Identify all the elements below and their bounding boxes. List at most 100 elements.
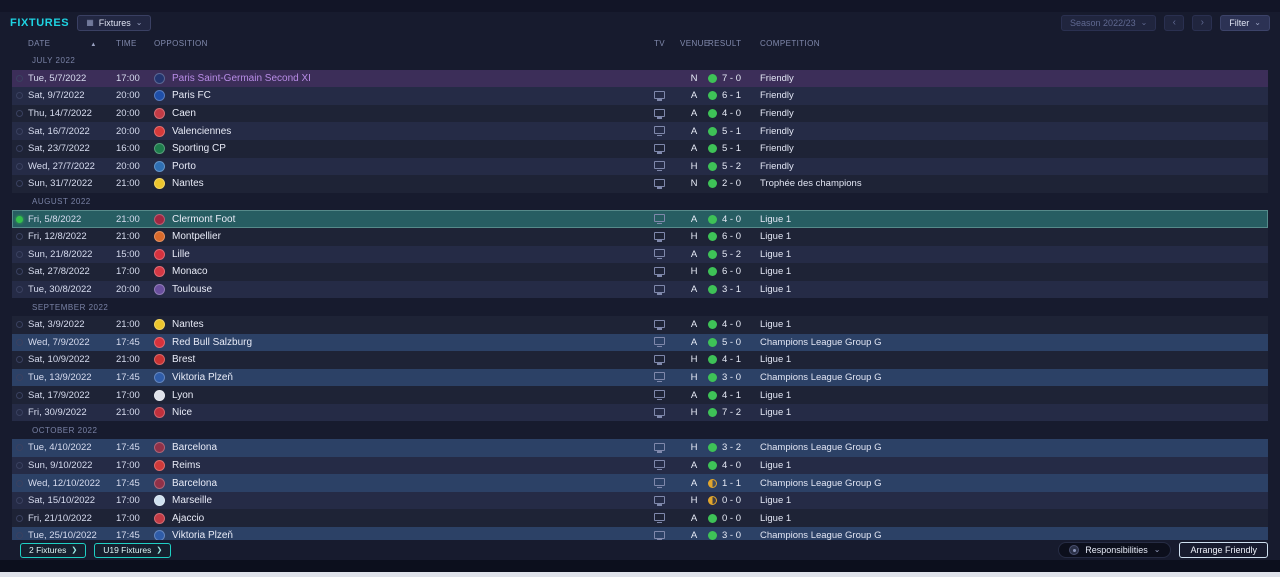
column-time[interactable]: TIME <box>116 38 137 48</box>
fixture-row[interactable]: Sat, 3/9/2022 21:00 Nantes A 4 - 0 Ligue 1 <box>12 315 1268 334</box>
fixture-row[interactable]: Fri, 12/8/2022 21:00 Montpellier H 6 - 0 Ligu… <box>12 227 1268 246</box>
opposition-name[interactable]: Viktoria Plzeň <box>172 371 233 383</box>
opposition-name[interactable]: Brest <box>172 354 196 366</box>
opposition-name[interactable]: Ajaccio <box>172 512 205 524</box>
opposition-name[interactable]: Valenciennes <box>172 125 232 137</box>
opposition-name[interactable]: Lyon <box>172 389 194 401</box>
opposition-name[interactable]: Montpellier <box>172 231 221 243</box>
fixture-row[interactable]: Thu, 14/7/2022 20:00 Caen A 4 - 0 Friendly <box>12 104 1268 123</box>
opposition-name[interactable]: Toulouse <box>172 284 213 296</box>
opposition-name[interactable]: Monaco <box>172 266 208 278</box>
tv-cell <box>654 495 680 506</box>
fixture-row[interactable]: Sat, 10/9/2022 21:00 Brest H 4 - 1 Ligue 1 <box>12 351 1268 369</box>
venue-value: N <box>690 72 698 84</box>
column-date[interactable]: DATE ▲ <box>28 38 97 48</box>
result-score: 5 - 2 <box>722 248 742 260</box>
fixture-row[interactable]: Tue, 25/10/2022 17:45 Viktoria Plzeň A 3 - 0… <box>12 527 1268 540</box>
opposition-name[interactable]: Marseille <box>172 495 213 507</box>
opposition-name[interactable]: Lille <box>172 248 190 260</box>
fixture-row[interactable]: Sun, 21/8/2022 15:00 Lille A 5 - 2 Ligue 1 <box>12 245 1268 264</box>
team-crest-icon <box>154 178 165 190</box>
fixture-row[interactable]: Wed, 7/9/2022 17:45 Red Bull Salzburg A 5 - … <box>12 333 1268 352</box>
opposition-name[interactable]: Nice <box>172 407 193 419</box>
opposition-name[interactable]: Sporting CP <box>172 143 226 155</box>
tab-2-fixtures[interactable]: 2 Fixtures ❯ <box>20 542 87 558</box>
fixture-row[interactable]: Wed, 27/7/2022 20:00 Porto H 5 - 2 Friendly <box>12 157 1268 176</box>
fixture-time: 21:00 <box>116 231 140 243</box>
fixture-row[interactable]: Sat, 23/7/2022 16:00 Sporting CP A 5 - 1 Frie… <box>12 139 1268 158</box>
fixture-row[interactable]: Sat, 17/9/2022 17:00 Lyon A 4 - 1 Ligue 1 <box>12 386 1268 404</box>
opposition-name[interactable]: Clermont Foot <box>172 213 236 225</box>
arrange-friendly-button[interactable]: Arrange Friendly <box>1179 542 1268 558</box>
column-opposition[interactable]: OPPOSITION <box>154 38 208 48</box>
competition-name: Friendly <box>760 72 794 84</box>
fixture-time: 16:00 <box>116 143 140 155</box>
fixture-row[interactable]: Sat, 27/8/2022 17:00 Monaco H 6 - 0 Ligue 1 <box>12 263 1268 281</box>
result-score: 0 - 0 <box>722 512 742 524</box>
fixture-row[interactable]: Sat, 16/7/2022 20:00 Valenciennes A 5 - 1 Fri… <box>12 122 1268 140</box>
opposition-name[interactable]: Porto <box>172 160 196 172</box>
result-cell <box>708 285 722 295</box>
opposition-name[interactable]: Paris Saint-Germain Second XI <box>172 72 311 84</box>
filter-button[interactable]: Filter ⌄ <box>1220 15 1270 31</box>
opposition-name[interactable]: Viktoria Plzeň <box>172 530 233 540</box>
column-venue[interactable]: VENUE <box>680 38 710 48</box>
month-header: JULY 2022 <box>12 52 1268 70</box>
chevron-right-icon: ❯ <box>71 547 78 554</box>
next-season-button[interactable]: › <box>1192 15 1213 31</box>
fixture-time: 17:45 <box>116 442 140 454</box>
opposition-name[interactable]: Paris FC <box>172 90 211 102</box>
sort-ascending-icon: ▲ <box>90 41 97 48</box>
result-cell <box>708 337 722 347</box>
column-tv[interactable]: TV <box>654 38 666 48</box>
tv-icon <box>654 249 665 260</box>
opposition-name[interactable]: Barcelona <box>172 477 218 489</box>
competition-name: Champions League Group G <box>760 477 882 489</box>
responsibilities-button[interactable]: Responsibilities ⌄ <box>1058 542 1172 558</box>
result-win-icon <box>708 355 717 365</box>
tv-icon <box>654 214 665 225</box>
opposition-name[interactable]: Caen <box>172 108 196 120</box>
fixture-row[interactable]: Tue, 5/7/2022 17:00 Paris Saint-Germain Se… <box>12 69 1268 88</box>
fixture-row[interactable]: Sun, 9/10/2022 17:00 Reims A 4 - 0 Ligue 1 <box>12 456 1268 475</box>
venue-value: A <box>690 125 698 137</box>
fixture-row[interactable]: Tue, 30/8/2022 20:00 Toulouse A 3 - 1 Ligue 1 <box>12 280 1268 299</box>
row-status-indicator <box>16 250 23 258</box>
season-selector[interactable]: Season 2022/23 ⌄ <box>1061 15 1157 31</box>
column-result[interactable]: RESULT <box>708 38 742 48</box>
fixture-row[interactable]: Sun, 31/7/2022 21:00 Nantes N 2 - 0 Trophée d… <box>12 175 1268 193</box>
opposition-name[interactable]: Nantes <box>172 178 204 190</box>
fixtures-dropdown[interactable]: ▦ Fixtures ⌄ <box>77 15 152 31</box>
opposition-name[interactable]: Nantes <box>172 319 204 331</box>
row-status-indicator <box>16 127 23 135</box>
opposition-name[interactable]: Reims <box>172 459 201 471</box>
fixture-time: 17:00 <box>116 266 140 278</box>
fixture-time: 17:00 <box>116 512 140 524</box>
fixture-time: 17:00 <box>116 72 140 84</box>
fixture-row[interactable]: Sat, 9/7/2022 20:00 Paris FC A 6 - 1 Friendly <box>12 87 1268 105</box>
fixture-date: Sat, 3/9/2022 <box>28 319 85 331</box>
tv-icon <box>654 266 665 277</box>
result-draw-icon <box>708 496 717 506</box>
opposition-cell: Monaco <box>154 266 654 278</box>
column-competition[interactable]: COMPETITION <box>760 38 820 48</box>
fixture-row[interactable]: Tue, 4/10/2022 17:45 Barcelona H 3 - 2 Champi… <box>12 439 1268 457</box>
fixture-date: Fri, 5/8/2022 <box>28 213 82 225</box>
fixture-row[interactable]: Tue, 13/9/2022 17:45 Viktoria Plzeň H 3 - 0 C… <box>12 368 1268 387</box>
fixture-row[interactable]: Wed, 12/10/2022 17:45 Barcelona A 1 - 1 Champ… <box>12 474 1268 492</box>
tv-cell <box>654 319 680 330</box>
fixture-row[interactable]: Fri, 30/9/2022 21:00 Nice H 7 - 2 Ligue 1 <box>12 403 1268 422</box>
tab-u19-fixtures[interactable]: U19 Fixtures ❯ <box>94 542 172 558</box>
opposition-name[interactable]: Barcelona <box>172 442 218 454</box>
result-cell <box>708 478 722 488</box>
fixture-date: Sat, 16/7/2022 <box>28 125 90 137</box>
fixture-row[interactable]: Fri, 21/10/2022 17:00 Ajaccio A 0 - 0 Ligue 1 <box>12 509 1268 528</box>
venue-value: H <box>690 371 698 383</box>
opposition-name[interactable]: Red Bull Salzburg <box>172 336 253 348</box>
result-cell <box>708 496 722 506</box>
previous-season-button[interactable]: ‹ <box>1164 15 1185 31</box>
fixture-time: 21:00 <box>116 178 140 190</box>
result-score: 7 - 0 <box>722 72 742 84</box>
fixture-row[interactable]: Sat, 15/10/2022 17:00 Marseille H 0 - 0 Ligue… <box>12 491 1268 510</box>
fixture-row[interactable]: Fri, 5/8/2022 21:00 Clermont Foot A 4 - 0 Lig… <box>12 210 1268 228</box>
